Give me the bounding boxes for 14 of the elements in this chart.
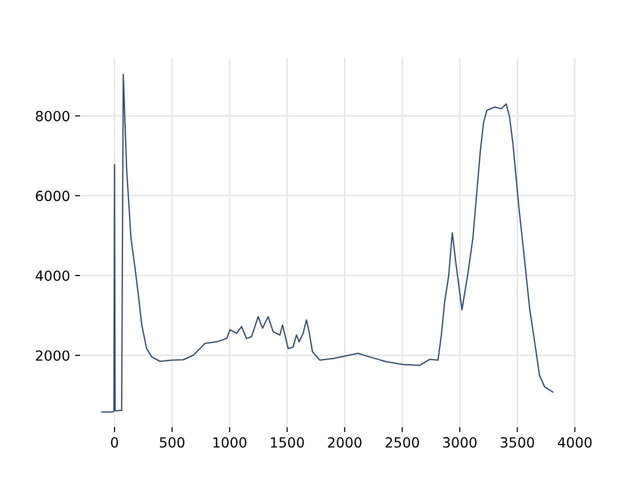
x-tick-label: 3500 bbox=[500, 437, 534, 448]
x-tick-label: 4000 bbox=[558, 437, 592, 448]
x-tick-label: 1500 bbox=[271, 437, 304, 448]
x-tick-label: 0 bbox=[111, 437, 118, 448]
line-series bbox=[101, 74, 554, 413]
x-tick-label: 500 bbox=[160, 437, 184, 448]
x-tick-label: 1000 bbox=[213, 437, 246, 448]
y-tick-label: 6000 bbox=[36, 190, 70, 202]
x-tick-label: 2000 bbox=[328, 437, 362, 448]
x-tick-label: 3000 bbox=[443, 437, 477, 448]
y-tick-label: 8000 bbox=[36, 110, 70, 122]
y-tick-label: 4000 bbox=[36, 270, 70, 281]
y-tick-label: 2000 bbox=[36, 350, 70, 361]
x-tick-label: 2500 bbox=[386, 437, 419, 448]
